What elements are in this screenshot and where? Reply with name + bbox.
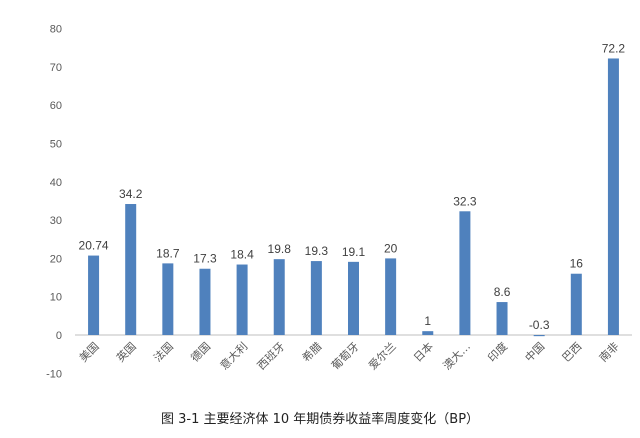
category-label-3: 德国 <box>188 339 213 364</box>
y-tick-label: 80 <box>50 24 62 36</box>
bar-4 <box>236 264 248 335</box>
bar-0 <box>88 255 100 335</box>
bar-5 <box>273 259 285 335</box>
data-label-5: 19.8 <box>268 242 292 256</box>
chart-caption: 图 3-1 主要经济体 10 年期债券收益率周度变化（BP） <box>160 412 480 427</box>
data-label-8: 20 <box>384 241 398 255</box>
bar-13 <box>570 273 582 335</box>
y-tick-label: 40 <box>50 177 62 189</box>
category-label-9: 日本 <box>410 339 435 364</box>
category-label-7: 葡萄牙 <box>329 340 362 373</box>
bar-1 <box>125 204 137 335</box>
data-label-6: 19.3 <box>305 244 329 258</box>
category-label-1: 英国 <box>113 339 138 364</box>
bar-9 <box>422 331 434 335</box>
bar-chart: -10 0 10 20 30 40 50 60 70 80 20.74 美国 34.2 英国 18.7 法国… <box>46 24 632 380</box>
bar-7 <box>348 261 359 335</box>
y-tick-label: 20 <box>50 253 62 265</box>
bar-8 <box>385 258 397 335</box>
data-label-9: 1 <box>424 314 431 328</box>
category-label-12: 中国 <box>523 340 548 365</box>
data-label-4: 18.4 <box>230 248 254 262</box>
bar-3 <box>199 268 211 335</box>
y-tick-label: 70 <box>50 62 62 74</box>
category-label-14: 南非 <box>597 340 622 365</box>
category-label-6: 希腊 <box>299 339 324 364</box>
category-label-2: 法国 <box>150 339 175 364</box>
data-label-13: 16 <box>570 257 584 271</box>
data-label-0: 20.74 <box>79 239 109 253</box>
data-label-12: -0.3 <box>529 318 550 332</box>
data-label-1: 34.2 <box>119 187 143 201</box>
bar-12 <box>533 335 545 337</box>
data-label-3: 17.3 <box>193 252 217 266</box>
y-tick-label: 30 <box>50 215 62 227</box>
data-label-2: 18.7 <box>156 246 180 260</box>
bars <box>88 58 619 337</box>
y-tick-label: 60 <box>50 100 62 112</box>
y-tick-label: 50 <box>50 139 62 151</box>
bar-11 <box>496 302 508 335</box>
bar-2 <box>162 263 174 335</box>
category-label-10: 澳大… <box>440 339 473 372</box>
category-label-5: 西班牙 <box>255 340 288 373</box>
category-label-13: 巴西 <box>560 340 585 365</box>
data-label-7: 19.1 <box>342 245 366 259</box>
y-tick-label: -10 <box>46 368 62 380</box>
data-label-14: 72.2 <box>602 41 626 55</box>
bar-14 <box>607 58 619 335</box>
category-label-0: 美国 <box>77 340 102 365</box>
category-label-4: 意大利 <box>217 339 250 372</box>
data-label-10: 32.3 <box>453 194 477 208</box>
data-label-11: 8.6 <box>494 285 511 299</box>
category-label-11: 印度 <box>485 339 510 364</box>
y-tick-label: 0 <box>56 330 62 342</box>
bar-10 <box>459 211 471 335</box>
y-tick-label: 10 <box>50 292 62 304</box>
category-label-8: 爱尔兰 <box>366 340 399 373</box>
bar-6 <box>310 261 322 335</box>
